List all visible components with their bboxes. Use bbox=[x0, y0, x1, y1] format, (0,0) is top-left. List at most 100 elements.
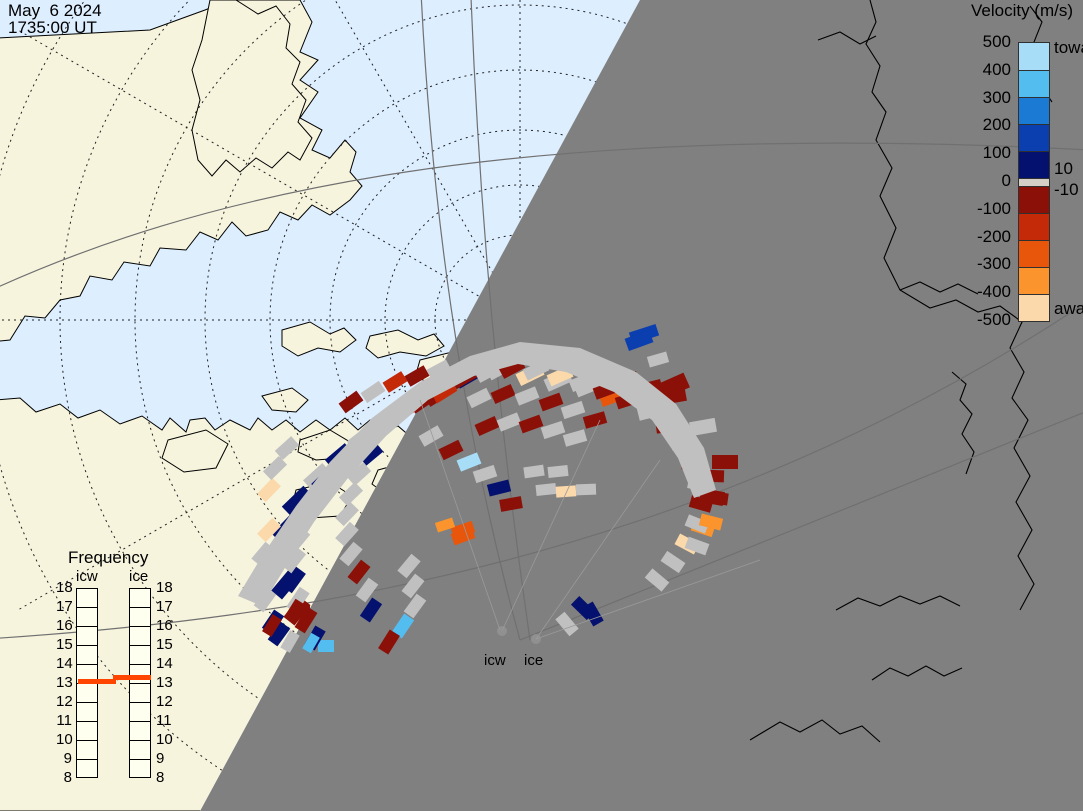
frequency-scale-label: 12 bbox=[56, 693, 73, 710]
frequency-tick-divider bbox=[129, 759, 151, 760]
velocity-cell bbox=[335, 521, 359, 547]
velocity-cell bbox=[547, 464, 569, 479]
frequency-scale-label: 14 bbox=[156, 655, 173, 672]
frequency-scale-label: 10 bbox=[56, 731, 73, 748]
frequency-tick-divider bbox=[76, 664, 98, 665]
frequency-scale-label: 16 bbox=[56, 617, 73, 634]
frequency-legend: Frequency icw ice 18 17 16 15 14 13 12 11 10 9 8 1… bbox=[56, 548, 183, 788]
velocity-cell bbox=[486, 479, 512, 497]
timestamp-block: May 6 2024 1735:00 UT bbox=[8, 2, 102, 36]
frequency-column-label-ice: ice bbox=[129, 568, 149, 585]
colorbar-tick-label: 100 bbox=[982, 143, 1011, 163]
frequency-scale-label: 11 bbox=[56, 712, 72, 729]
velocity-cell bbox=[280, 630, 300, 653]
velocity-cell bbox=[404, 365, 430, 387]
colorbar-segment bbox=[1019, 240, 1049, 267]
frequency-marker-ice bbox=[113, 675, 151, 680]
velocity-cell bbox=[660, 550, 686, 574]
colorbar-segment bbox=[1019, 186, 1049, 213]
timestamp-date: May 6 2024 bbox=[8, 1, 102, 20]
colorbar-tick-label: -100 bbox=[976, 198, 1011, 218]
velocity-cell bbox=[378, 629, 400, 655]
radar-site-label-icw: icw bbox=[484, 652, 506, 669]
frequency-tick-divider bbox=[129, 626, 151, 627]
velocity-cell bbox=[403, 593, 427, 619]
colorbar-tick-label: -200 bbox=[976, 226, 1011, 246]
velocity-cell bbox=[535, 482, 557, 497]
velocity-cell bbox=[562, 429, 588, 447]
velocity-cell bbox=[359, 597, 383, 623]
frequency-scale-label: 17 bbox=[156, 598, 173, 615]
velocity-cell bbox=[355, 577, 379, 603]
radar-site-label-ice: ice bbox=[524, 652, 544, 669]
colorbar-segment bbox=[1019, 70, 1049, 97]
velocity-cell bbox=[540, 420, 566, 440]
velocity-cell bbox=[684, 514, 710, 534]
velocity-cell bbox=[438, 439, 464, 461]
frequency-scale-label: 8 bbox=[156, 769, 165, 786]
frequency-scale-label: 14 bbox=[56, 655, 73, 672]
velocity-cell bbox=[338, 482, 364, 506]
coastline-island-b bbox=[365, 329, 445, 359]
velocity-cell bbox=[555, 485, 577, 498]
velocity-cell bbox=[523, 464, 545, 479]
velocity-cell bbox=[538, 392, 564, 412]
frequency-legend-title: Frequency bbox=[68, 548, 149, 567]
velocity-cell bbox=[644, 568, 670, 592]
velocity-cell bbox=[257, 517, 281, 543]
velocity-colorbar: Velocity (m/s) 500 400 300 200 100 0 -100 -200 -… bbox=[953, 0, 1083, 340]
colorbar-segment bbox=[1019, 151, 1049, 178]
colorbar-away-label: away bbox=[1054, 299, 1083, 318]
frequency-scale-label: 8 bbox=[63, 769, 72, 786]
velocity-cell bbox=[302, 462, 332, 491]
terminator-lines bbox=[0, 0, 1083, 641]
frequency-scale-label: 10 bbox=[156, 731, 173, 748]
velocity-cell bbox=[335, 501, 359, 527]
velocity-cell bbox=[302, 632, 320, 654]
frequency-scale-label: 12 bbox=[156, 693, 173, 710]
frequency-tick-divider bbox=[129, 702, 151, 703]
frequency-marker-icw bbox=[78, 679, 116, 684]
velocity-cell bbox=[257, 477, 281, 503]
velocity-cell bbox=[582, 411, 608, 429]
velocity-cell bbox=[688, 417, 718, 437]
night-coastlines bbox=[749, 0, 1053, 743]
colorbar-segment bbox=[1019, 213, 1049, 240]
frequency-scale-label: 18 bbox=[56, 579, 73, 596]
frequency-tick-divider bbox=[129, 645, 151, 646]
ground-scatter-ribbon bbox=[238, 342, 716, 606]
velocity-cell bbox=[472, 464, 498, 484]
velocity-cell bbox=[705, 490, 729, 506]
velocity-cell bbox=[570, 596, 596, 620]
velocity-cell bbox=[456, 452, 482, 472]
velocity-cell bbox=[318, 640, 334, 652]
frequency-scale-label: 18 bbox=[156, 579, 173, 596]
frequency-scale-label: 15 bbox=[156, 636, 173, 653]
frequency-scale-label: 9 bbox=[156, 750, 165, 767]
velocity-cell bbox=[496, 412, 522, 432]
colorbar-inner-high-label: 10 bbox=[1054, 159, 1073, 178]
velocity-cell bbox=[339, 541, 363, 567]
frequency-tick-divider bbox=[129, 683, 151, 684]
velocity-cell bbox=[262, 456, 288, 480]
frequency-tick-divider bbox=[76, 740, 98, 741]
frequency-tick-divider bbox=[129, 740, 151, 741]
frequency-scale-label: 15 bbox=[56, 636, 73, 653]
colorbar-segment bbox=[1019, 267, 1049, 294]
frequency-tick-divider bbox=[76, 759, 98, 760]
velocity-cell bbox=[401, 573, 425, 599]
frequency-tick-divider bbox=[76, 645, 98, 646]
frequency-column-label-icw: icw bbox=[76, 568, 98, 585]
velocity-cell bbox=[434, 517, 456, 533]
velocity-cell bbox=[575, 483, 597, 496]
colorbar-segment bbox=[1019, 294, 1049, 321]
colorbar-title: Velocity (m/s) bbox=[971, 1, 1074, 20]
velocity-cell bbox=[274, 436, 300, 460]
velocity-cell bbox=[285, 598, 305, 620]
colorbar-tick-label: -400 bbox=[976, 282, 1011, 302]
velocity-cell bbox=[426, 359, 452, 381]
colorbar-tick-label: 400 bbox=[982, 59, 1011, 79]
velocity-cell bbox=[450, 520, 476, 540]
frequency-scale-label: 9 bbox=[63, 750, 72, 767]
velocity-cell bbox=[418, 425, 444, 447]
